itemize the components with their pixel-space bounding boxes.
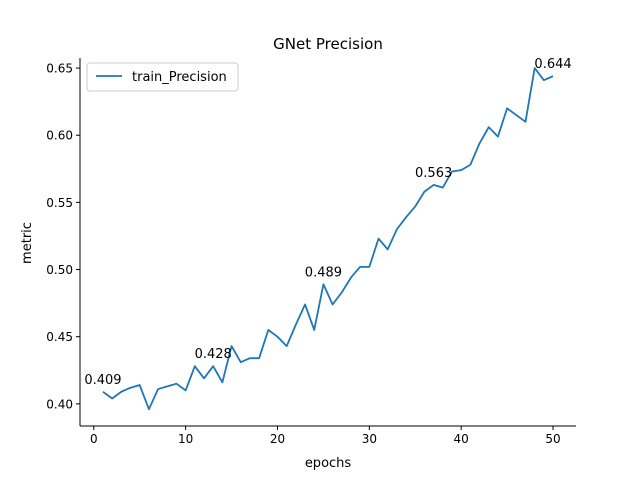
y-tick-label: 0.40 — [46, 397, 73, 411]
series-line-train_Precision — [102, 67, 554, 411]
y-tick-label: 0.60 — [46, 129, 73, 143]
x-tick-label: 0 — [90, 432, 98, 446]
y-tick-label: 0.50 — [46, 263, 73, 277]
data-label: 0.409 — [84, 373, 121, 388]
chart-title: GNet Precision — [273, 35, 383, 53]
y-tick-label: 0.65 — [46, 62, 73, 76]
x-axis-label: epochs — [305, 456, 352, 471]
x-tick-label: 10 — [178, 432, 193, 446]
data-label: 0.489 — [305, 265, 342, 280]
data-label: 0.563 — [415, 166, 452, 181]
legend-box — [86, 62, 239, 92]
legend-label: train_Precision — [132, 70, 227, 85]
data-label: 0.644 — [534, 57, 571, 72]
x-tick-label: 50 — [545, 432, 560, 446]
data-label: 0.428 — [195, 347, 232, 362]
x-tick-label: 40 — [454, 432, 469, 446]
y-tick-label: 0.45 — [46, 330, 73, 344]
y-tick-label: 0.55 — [46, 196, 73, 210]
y-axis-label: metric — [20, 222, 35, 264]
legend: train_Precision — [86, 62, 239, 92]
x-tick-label: 20 — [270, 432, 285, 446]
x-tick-label: 30 — [362, 432, 377, 446]
